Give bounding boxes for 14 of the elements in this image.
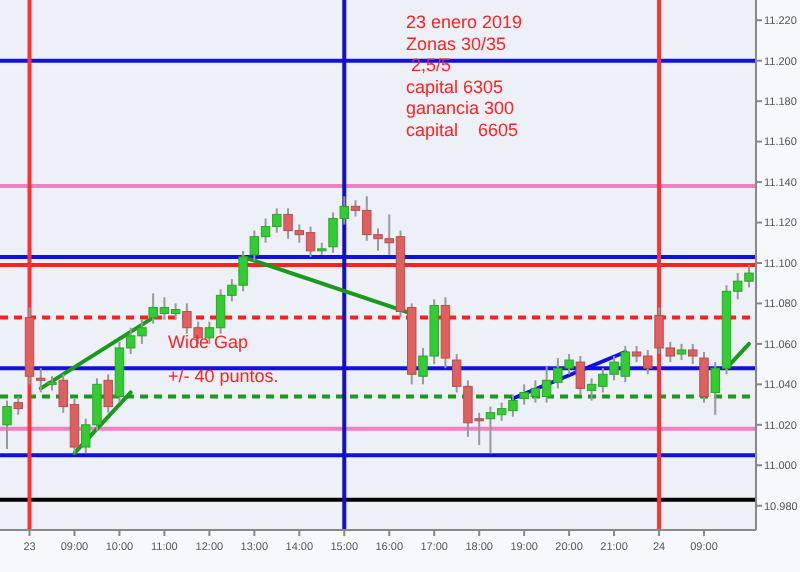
candlestick	[13, 395, 23, 416]
annotation: ganancia 300	[406, 98, 515, 119]
candlestick	[36, 367, 46, 394]
annotation: Wide Gap	[168, 332, 249, 352]
candlestick	[699, 350, 709, 404]
annotation: capital 6305	[406, 76, 504, 97]
annotation: Zonas 30/35	[406, 33, 507, 54]
annotation: 23 enero 2019	[406, 12, 523, 32]
candlestick	[2, 399, 12, 451]
annotation: capital 6605	[406, 120, 519, 140]
candlestick	[575, 355, 586, 396]
candlestick	[688, 342, 698, 366]
candlestick	[103, 373, 113, 414]
annotation: +/- 40 puntos.	[168, 366, 279, 386]
